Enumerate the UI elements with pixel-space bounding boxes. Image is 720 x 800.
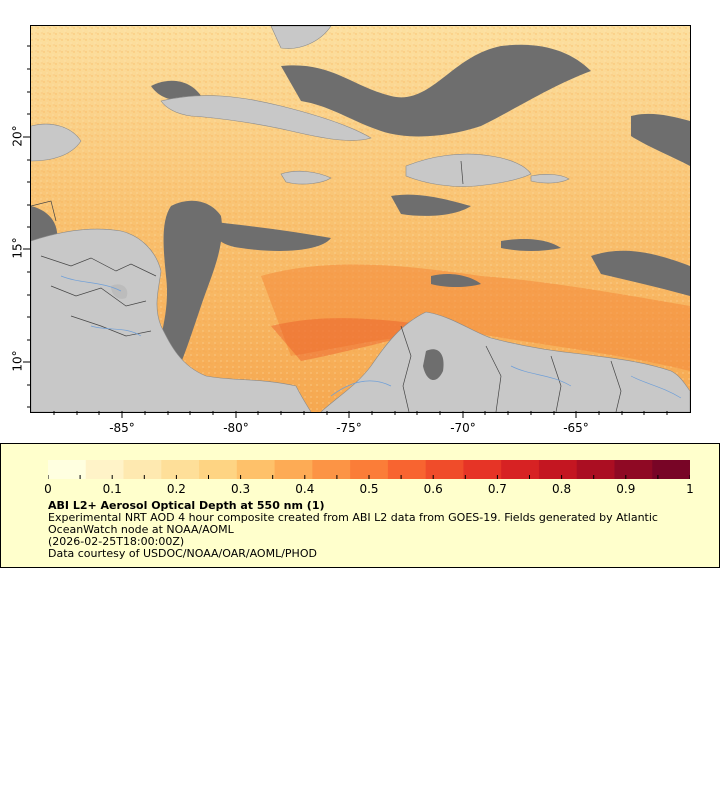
colorbar-swatch [387,460,427,479]
colorbar-swatch [236,460,276,479]
colorbar-swatch [48,460,87,479]
colorbar-swatch [576,460,615,479]
colorbar-swatch [123,460,162,479]
colorbar-label: 0.1 [102,482,122,496]
colorbar-label: 0.6 [423,482,443,496]
south-america-land [320,311,690,412]
colorbar-label: 0.4 [295,482,315,496]
puerto-rico-land [530,174,570,184]
rivers [60,275,682,399]
cuba-land [160,95,372,141]
political-borders [31,160,622,412]
colorbar-swatch [161,460,200,479]
colorbar-label: 0.9 [616,482,636,496]
colorbar-swatch [501,460,540,479]
lat-label-15: 15° [10,237,25,259]
colorbar-swatch [312,460,351,479]
jamaica-land [280,170,332,185]
lon-label-85: -85° [109,421,135,435]
colorbar-label: 0.7 [487,482,507,496]
colorbar-swatch [652,460,690,479]
colorbar-swatch [350,460,389,479]
colorbar-swatch [538,460,578,479]
lon-label-65: -65° [563,421,589,435]
colorbar-swatch [199,460,238,479]
lon-label-70: -70° [450,421,476,435]
legend-timestamp: (2026-02-25T18:00:00Z) [48,535,185,548]
aod-map [31,26,690,412]
colorbar-label: 0.8 [552,482,572,496]
legend-title: ABI L2+ Aerosol Optical Depth at 550 nm … [48,499,325,512]
colorbar-label: 0 [44,482,52,496]
colorbar-swatch [274,460,313,479]
colorbar [48,460,690,479]
central-america-land [31,228,312,412]
legend-description: Experimental NRT AOD 4 hour composite cr… [48,511,658,536]
lon-label-75: -75° [336,421,362,435]
colorbar-swatch [614,460,653,479]
colorbar-swatch [425,460,464,479]
hispaniola-land [405,153,532,187]
legend-credit: Data courtesy of USDOC/NOAA/OAR/AOML/PHO… [48,547,317,560]
no-data-mask [31,44,690,386]
bahamas-land [270,26,332,49]
lon-label-80: -80° [223,421,249,435]
colorbar-label: 0.3 [231,482,251,496]
colorbar-label: 1 [686,482,694,496]
colorbar-swatch [85,460,125,479]
legend-text: ABI L2+ Aerosol Optical Depth at 550 nm … [48,500,698,560]
colorbar-label: 0.2 [166,482,186,496]
colorbar-label: 0.5 [359,482,379,496]
lat-label-20: 20° [10,125,25,147]
legend-panel: 0 0.1 0.2 0.3 0.4 0.5 0.6 0.7 0.8 0.9 1 ABI L2+ Ae… [0,443,720,568]
map-panel[interactable] [30,25,691,413]
high-aod-band [261,264,690,371]
land-masses [31,26,690,412]
colorbar-swatch [463,460,502,479]
lat-label-10: 10° [10,350,25,372]
